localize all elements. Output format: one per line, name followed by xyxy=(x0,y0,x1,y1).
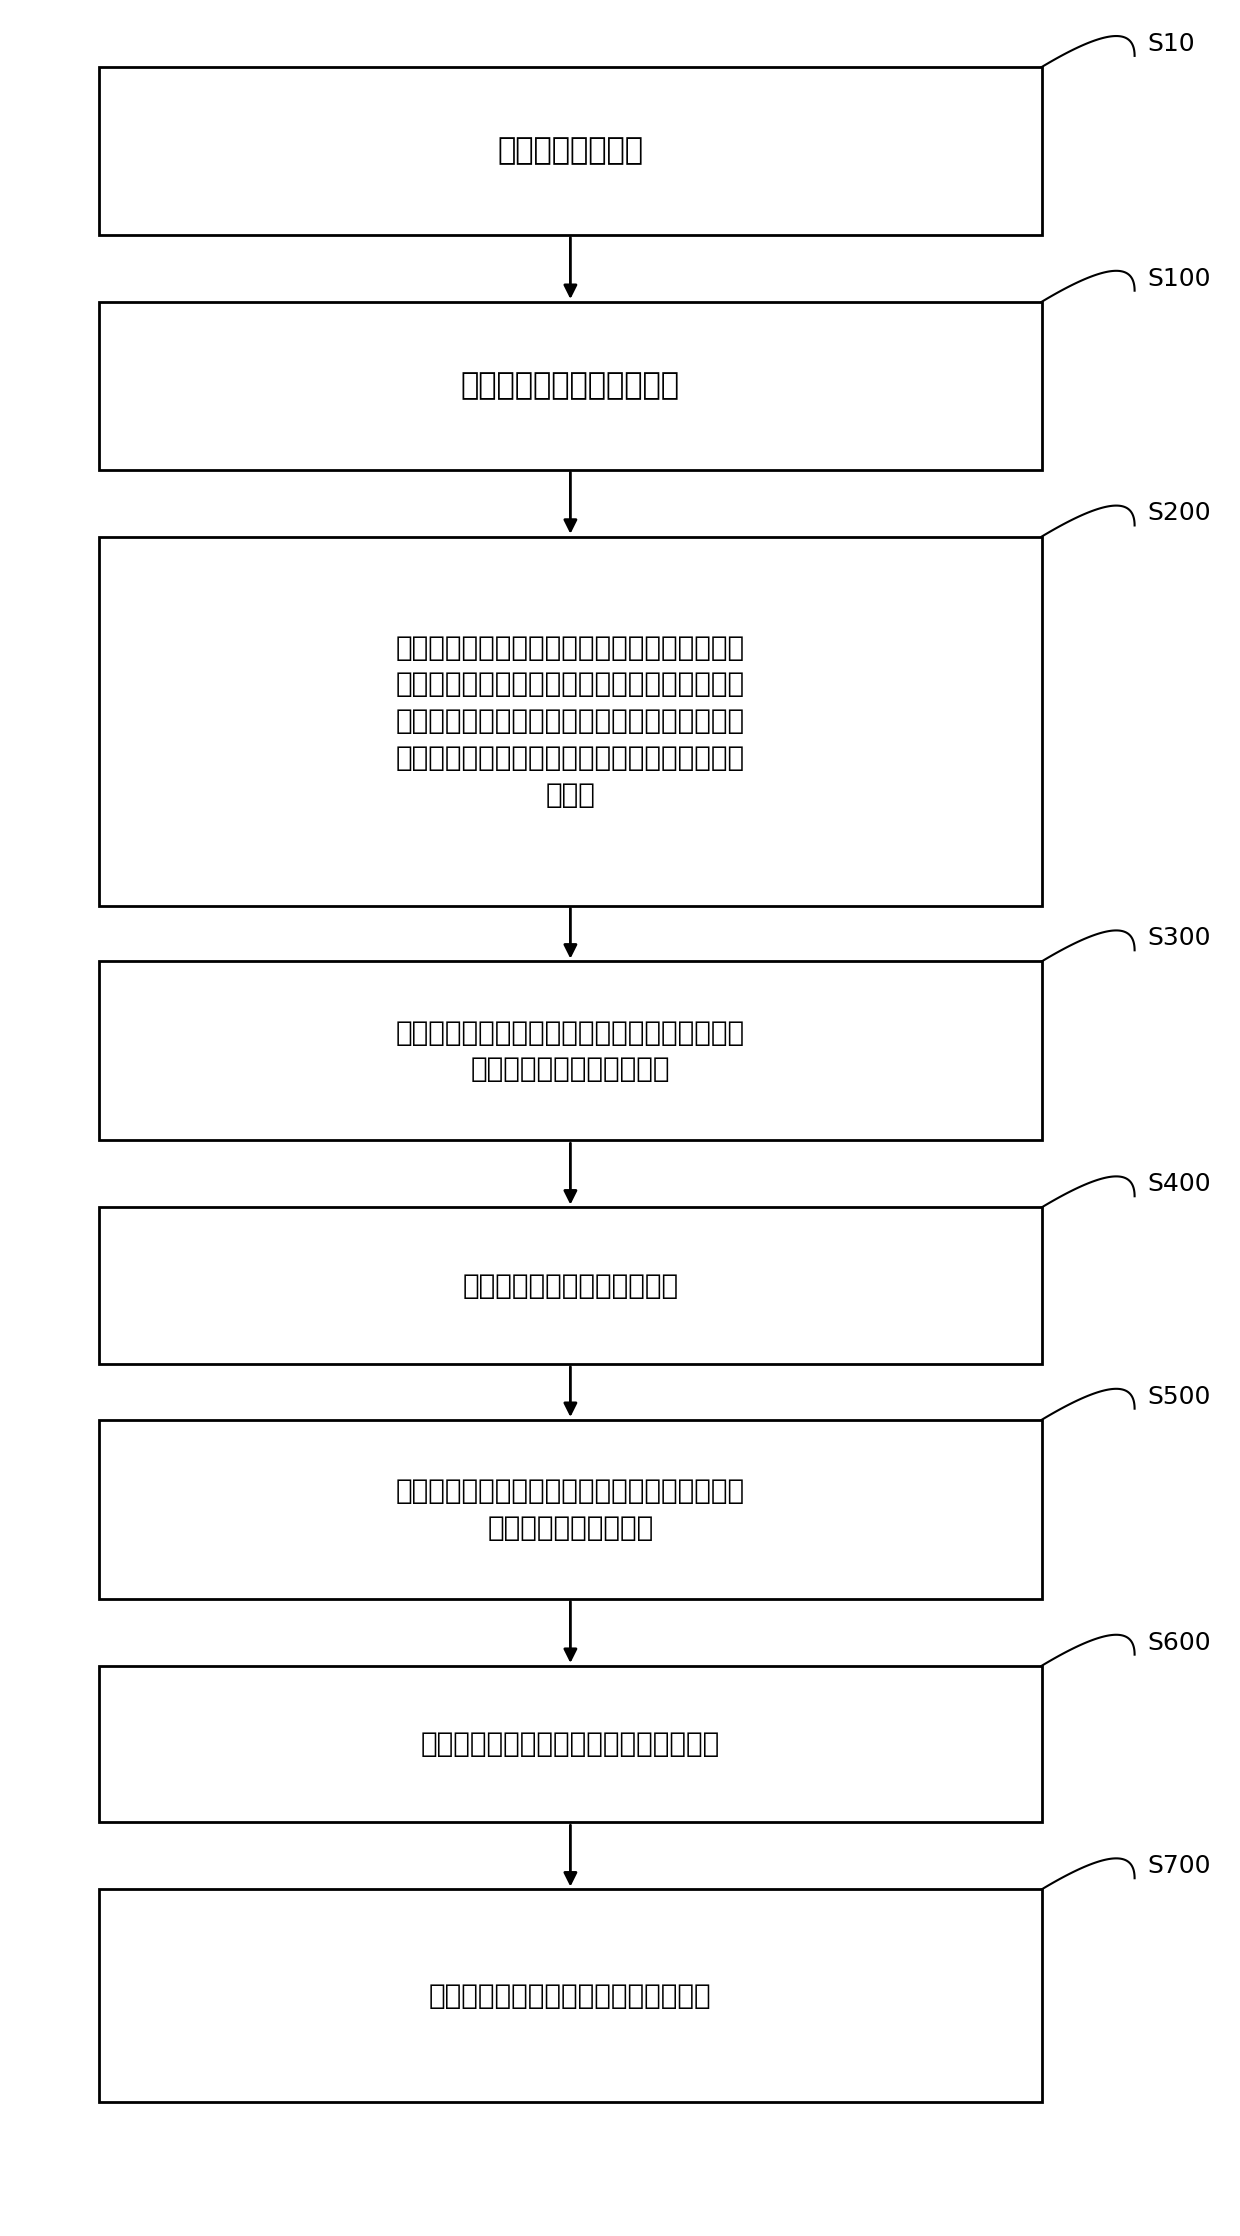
FancyBboxPatch shape xyxy=(99,961,1042,1140)
Text: 中控系统将所述集群航点任务发送至所述可调度
的无人机集群的主控无人机: 中控系统将所述集群航点任务发送至所述可调度 的无人机集群的主控无人机 xyxy=(396,1020,745,1082)
FancyBboxPatch shape xyxy=(99,1207,1042,1364)
Text: S500: S500 xyxy=(1147,1384,1210,1409)
FancyBboxPatch shape xyxy=(99,1666,1042,1822)
Text: S400: S400 xyxy=(1147,1172,1210,1196)
Text: 将子航点任务分配并发送至对应的无人机: 将子航点任务分配并发送至对应的无人机 xyxy=(420,1731,720,1757)
Text: 主控无人机根据集群航点任务将该集群航点任务
分解为多个子航点任务: 主控无人机根据集群航点任务将该集群航点任务 分解为多个子航点任务 xyxy=(396,1478,745,1541)
Text: 中控系统根据集群调度功能需求，从各无人机集
群中选择一可调度的无人机集群，或中控系统根
据集群调度功能需求从多个无人机集群中选择其
中多台或全部无人机，临时组建: 中控系统根据集群调度功能需求，从各无人机集 群中选择一可调度的无人机集群，或中控… xyxy=(396,633,745,809)
FancyBboxPatch shape xyxy=(99,67,1042,235)
Text: S700: S700 xyxy=(1147,1854,1210,1878)
FancyBboxPatch shape xyxy=(99,1420,1042,1599)
Text: 主控无人机接收集群航点任务: 主控无人机接收集群航点任务 xyxy=(463,1272,678,1299)
FancyBboxPatch shape xyxy=(99,302,1042,470)
Text: 生成集群航点任务: 生成集群航点任务 xyxy=(497,136,644,165)
Text: S600: S600 xyxy=(1147,1630,1210,1655)
Text: S200: S200 xyxy=(1147,501,1210,525)
Text: 无人机接收子航点任务以执行任务内容: 无人机接收子航点任务以执行任务内容 xyxy=(429,1981,712,2010)
Text: S100: S100 xyxy=(1147,266,1210,291)
Text: S10: S10 xyxy=(1147,31,1194,56)
FancyBboxPatch shape xyxy=(99,1889,1042,2102)
Text: S300: S300 xyxy=(1147,926,1210,950)
FancyBboxPatch shape xyxy=(99,537,1042,906)
Text: 中控系统获取集群航点任务: 中控系统获取集群航点任务 xyxy=(461,371,680,400)
